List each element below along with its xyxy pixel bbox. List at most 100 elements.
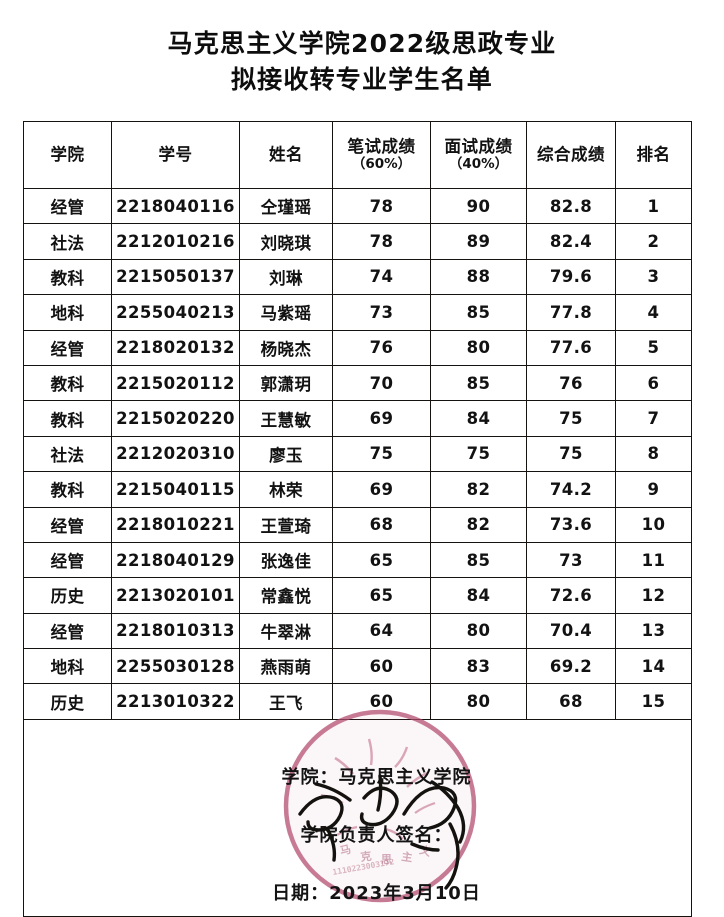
- cell-college: 教科: [23, 258, 112, 296]
- cell-rank: 6: [615, 364, 692, 402]
- cell-total: 75: [526, 435, 616, 473]
- cell-college: 教科: [23, 471, 112, 508]
- cell-name: 马紫瑶: [239, 294, 333, 331]
- cell-college: 地科: [23, 648, 112, 685]
- cell-written: 60: [332, 648, 431, 685]
- footer-signature-label: 学院负责人签名：: [300, 824, 453, 846]
- header-written-weight: （60%）: [351, 155, 412, 172]
- cell-oral: 84: [430, 577, 527, 614]
- table-header: 学院 学号 姓名 笔试成绩 （60%） 面试成绩 （40%） 综合成绩 排名: [23, 121, 692, 189]
- table-row: 历史 2213020101 常鑫悦 65 84 72.6 12: [23, 577, 692, 614]
- cell-college: 历史: [23, 683, 112, 720]
- cell-name: 林荣: [239, 471, 333, 508]
- cell-oral: 85: [430, 541, 527, 579]
- cell-written: 69: [332, 400, 431, 437]
- cell-written: 78: [332, 223, 431, 260]
- cell-written: 78: [332, 187, 431, 225]
- table-row: 教科 2215050137 刘琳 74 88 79.6 3: [23, 258, 692, 296]
- table-row: 社法 2212020310 廖玉 75 75 75 8: [23, 435, 692, 473]
- cell-name: 仝瑾瑶: [239, 187, 333, 225]
- cell-student-id: 2218010313: [111, 612, 240, 650]
- cell-total: 68: [526, 683, 616, 720]
- cell-oral: 75: [430, 435, 527, 473]
- cell-written: 73: [332, 294, 431, 331]
- table-row: 经管 2218020132 杨晓杰 76 80 77.6 5: [23, 329, 692, 366]
- table-row: 地科 2255030128 燕雨萌 60 83 69.2 14: [23, 648, 692, 685]
- table-row: 经管 2218040129 张逸佳 65 85 73 11: [23, 541, 692, 579]
- cell-written: 65: [332, 577, 431, 614]
- cell-oral: 80: [430, 683, 527, 720]
- table-row: 社法 2212010216 刘晓琪 78 89 82.4 2: [23, 223, 692, 260]
- cell-oral: 80: [430, 612, 527, 650]
- cell-rank: 1: [615, 187, 692, 225]
- cell-name: 牛翠淋: [239, 612, 333, 650]
- cell-student-id: 2218040129: [111, 541, 240, 579]
- cell-name: 王慧敏: [239, 400, 333, 437]
- roster-table: 学院 学号 姓名 笔试成绩 （60%） 面试成绩 （40%） 综合成绩 排名 经…: [23, 121, 692, 917]
- cell-oral: 84: [430, 400, 527, 437]
- table-footer: 马 克 思 主 义 1110223003172: [23, 709, 692, 917]
- cell-student-id: 2255040213: [111, 294, 240, 331]
- cell-name: 王飞: [239, 683, 333, 720]
- cell-oral: 88: [430, 258, 527, 296]
- cell-rank: 15: [615, 683, 692, 720]
- cell-oral: 82: [430, 506, 527, 543]
- cell-total: 79.6: [526, 258, 616, 296]
- cell-total: 76: [526, 364, 616, 402]
- header-oral-score: 面试成绩 （40%）: [430, 121, 527, 189]
- header-written-score: 笔试成绩 （60%）: [332, 121, 431, 189]
- cell-total: 69.2: [526, 648, 616, 685]
- cell-rank: 13: [615, 612, 692, 650]
- cell-total: 77.8: [526, 294, 616, 331]
- cell-college: 教科: [23, 364, 112, 402]
- header-oral-label: 面试成绩: [444, 137, 513, 157]
- cell-rank: 11: [615, 541, 692, 579]
- cell-student-id: 2215020112: [111, 364, 240, 402]
- signature-block: 马 克 思 主 义 1110223003172: [23, 709, 692, 917]
- cell-written: 60: [332, 683, 431, 720]
- cell-written: 75: [332, 435, 431, 473]
- cell-written: 64: [332, 612, 431, 650]
- cell-total: 70.4: [526, 612, 616, 650]
- cell-rank: 9: [615, 471, 692, 508]
- cell-college: 经管: [23, 506, 112, 543]
- cell-rank: 4: [615, 294, 692, 331]
- cell-written: 74: [332, 258, 431, 296]
- table-row: 经管 2218040116 仝瑾瑶 78 90 82.8 1: [23, 187, 692, 225]
- cell-rank: 5: [615, 329, 692, 366]
- cell-name: 刘晓琪: [239, 223, 333, 260]
- cell-name: 王萱琦: [239, 506, 333, 543]
- header-total-score: 综合成绩: [526, 121, 616, 189]
- header-oral-weight: （40%）: [448, 155, 509, 172]
- cell-student-id: 2218010221: [111, 506, 240, 543]
- title-line-2: 拟接收转专业学生名单: [230, 64, 493, 94]
- cell-rank: 8: [615, 435, 692, 473]
- header-student-id: 学号: [111, 121, 240, 189]
- cell-written: 76: [332, 329, 431, 366]
- cell-student-id: 2212020310: [111, 435, 240, 473]
- cell-total: 74.2: [526, 471, 616, 508]
- cell-oral: 85: [430, 364, 527, 402]
- cell-college: 经管: [23, 612, 112, 650]
- table-row: 地科 2255040213 马紫瑶 73 85 77.8 4: [23, 294, 692, 331]
- cell-name: 张逸佳: [239, 541, 333, 579]
- table-row: 历史 2213010322 王飞 60 80 68 15: [23, 683, 692, 720]
- cell-oral: 83: [430, 648, 527, 685]
- cell-college: 经管: [23, 329, 112, 366]
- cell-name: 刘琳: [239, 258, 333, 296]
- table-row: 经管 2218010221 王萱琦 68 82 73.6 10: [23, 506, 692, 543]
- title-line-1: 马克思主义学院2022级思政专业: [167, 29, 557, 58]
- cell-rank: 7: [615, 400, 692, 437]
- cell-total: 73: [526, 541, 616, 579]
- header-written-label: 笔试成绩: [347, 137, 416, 157]
- cell-rank: 2: [615, 223, 692, 260]
- cell-college: 经管: [23, 541, 112, 579]
- table-row: 教科 2215040115 林荣 69 82 74.2 9: [23, 471, 692, 508]
- cell-student-id: 2215040115: [111, 471, 240, 508]
- cell-written: 68: [332, 506, 431, 543]
- cell-name: 常鑫悦: [239, 577, 333, 614]
- table-body: 经管 2218040116 仝瑾瑶 78 90 82.8 1 社法 2212010216 刘晓琪 7…: [23, 187, 692, 720]
- cell-name: 杨晓杰: [239, 329, 333, 366]
- cell-college: 社法: [23, 435, 112, 473]
